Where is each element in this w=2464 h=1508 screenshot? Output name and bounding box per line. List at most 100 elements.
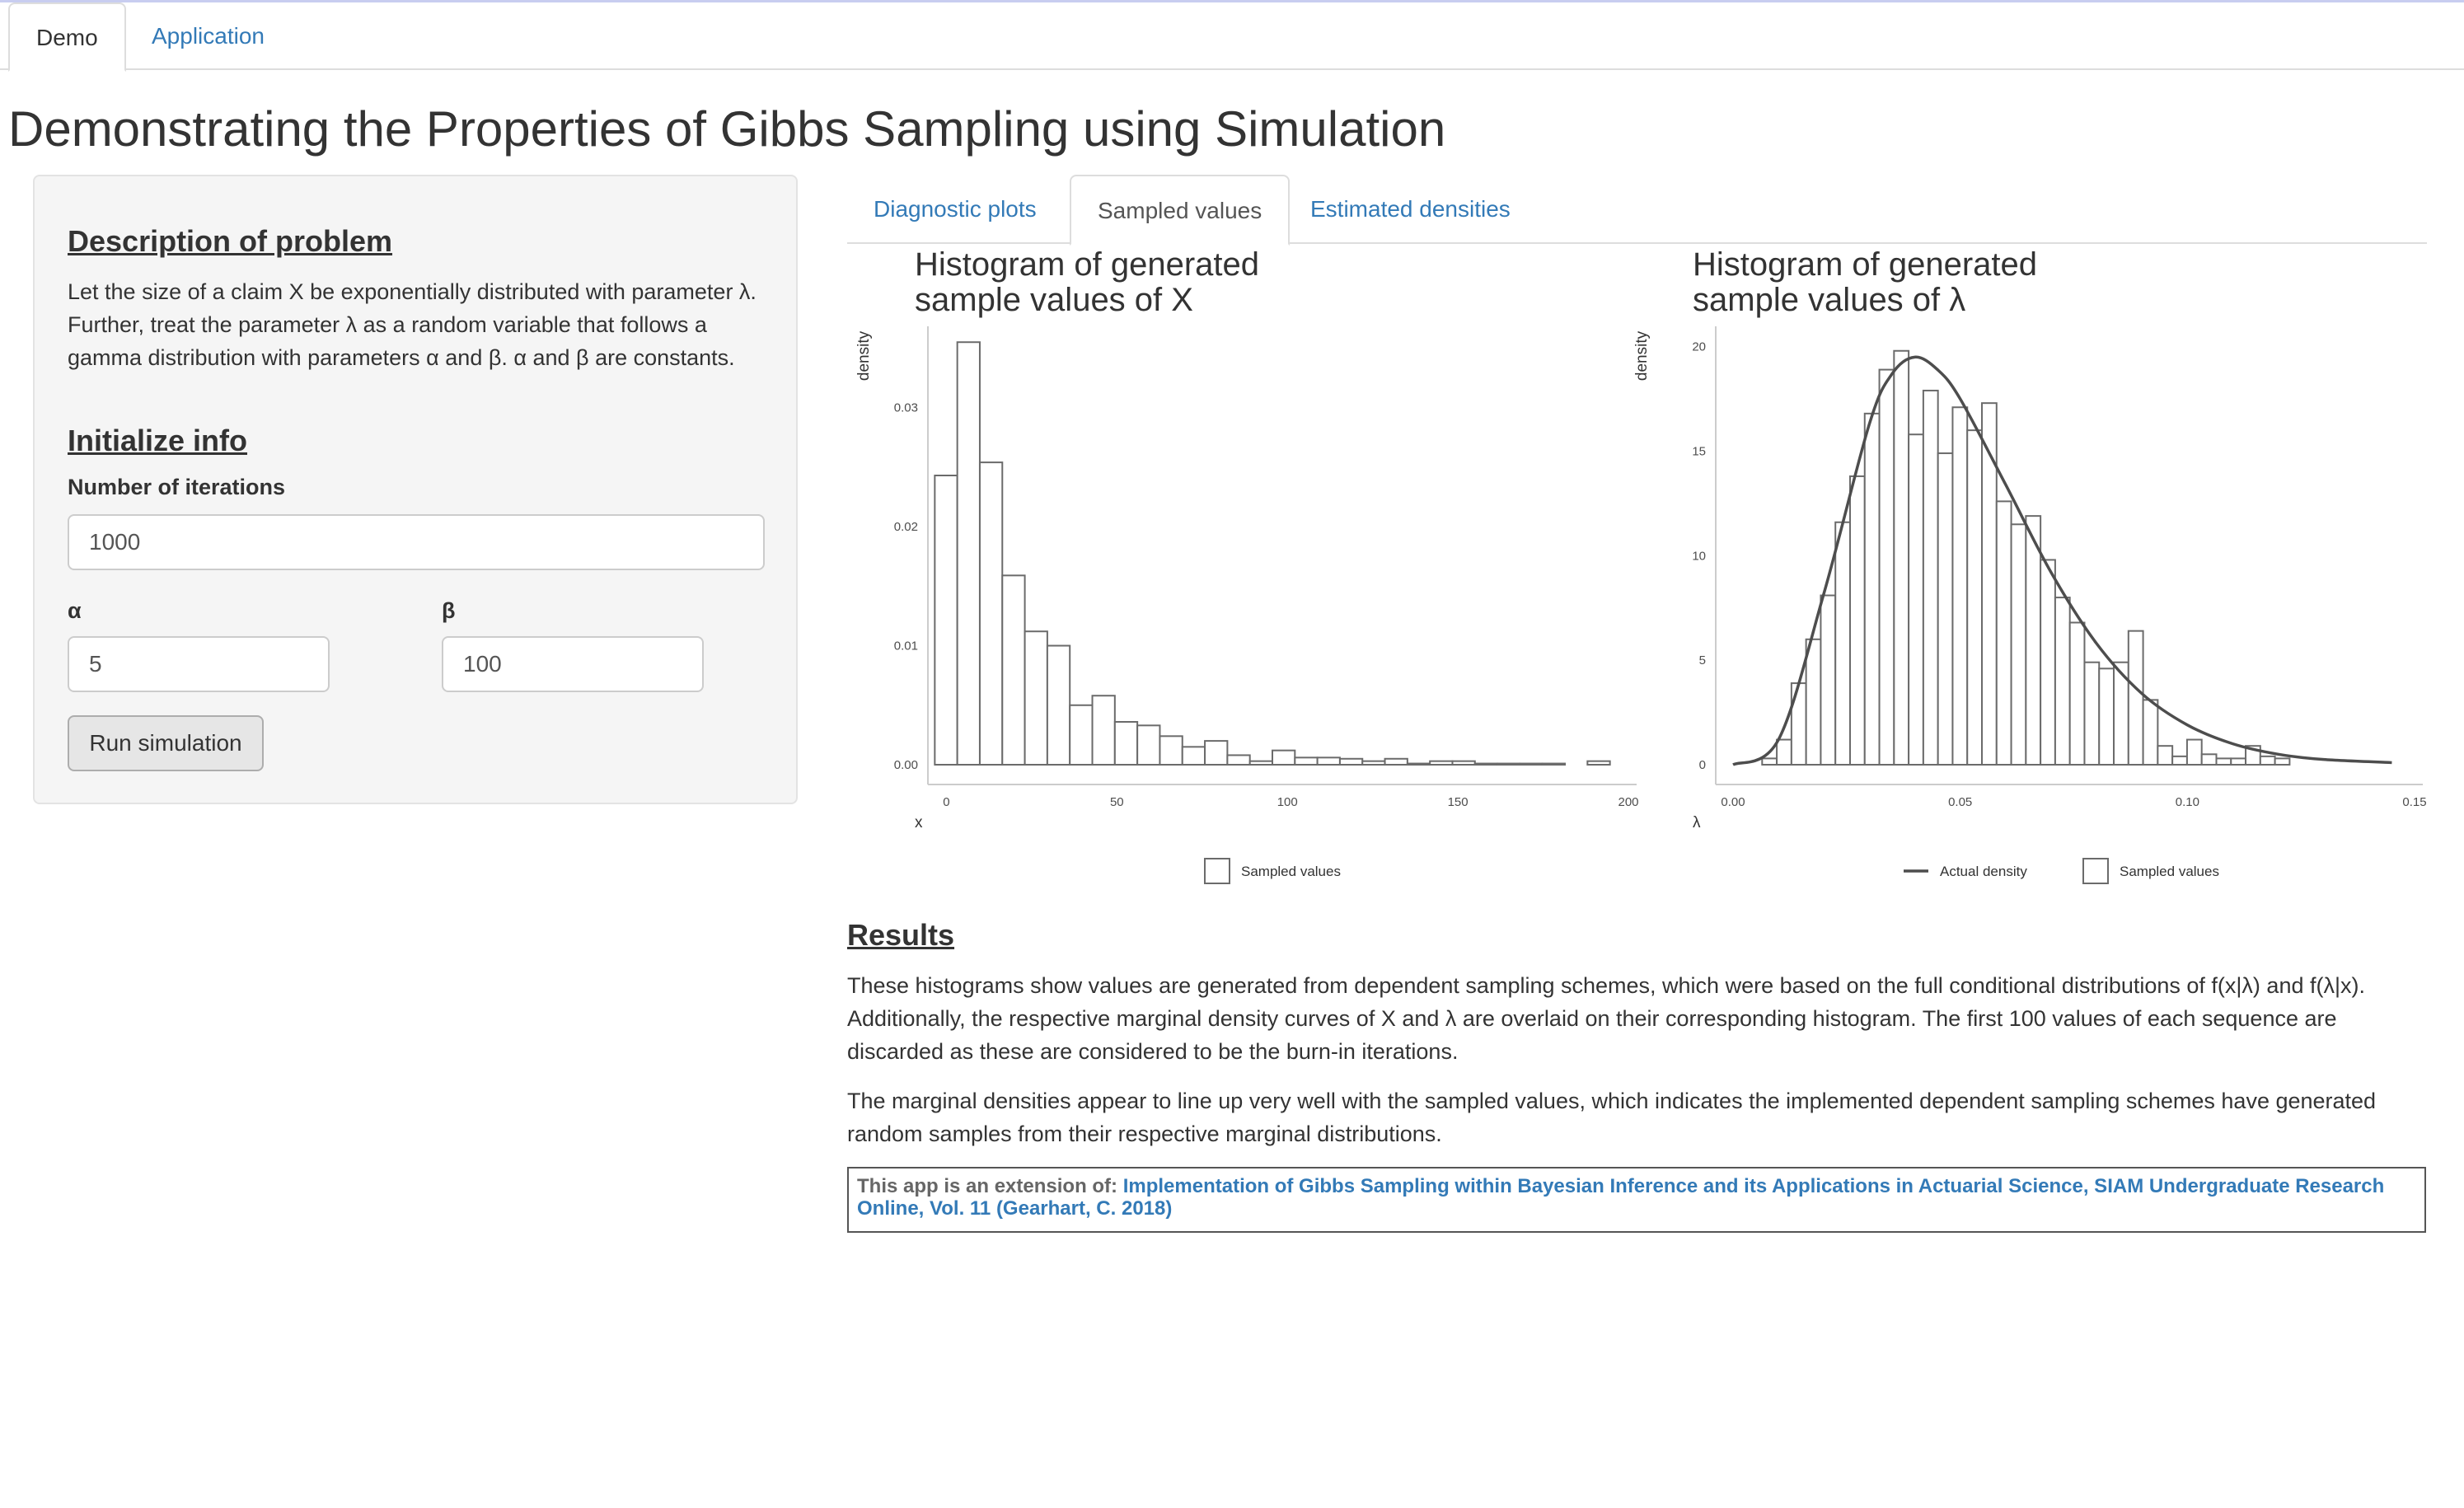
page-title: Demonstrating the Properties of Gibbs Sa… xyxy=(8,101,1446,157)
histogram-bar xyxy=(1406,762,1431,766)
histogram-bar xyxy=(1159,735,1183,766)
histogram-bar xyxy=(1024,630,1048,766)
histogram-bar xyxy=(1995,500,2012,766)
histogram-bar xyxy=(2185,738,2203,766)
alpha-input[interactable]: 5 xyxy=(68,636,330,692)
histogram-bar xyxy=(2098,667,2115,766)
init-heading: Initialize info xyxy=(68,424,248,457)
histogram-bar xyxy=(1908,433,1924,766)
x-tick-label: 0 xyxy=(943,795,949,809)
x-tick-label: 50 xyxy=(1110,795,1124,809)
histogram-bar xyxy=(1429,760,1454,766)
tab-application[interactable]: Application xyxy=(152,23,265,49)
histogram-bar xyxy=(1473,762,1499,766)
tab-estimated-densities[interactable]: Estimated densities xyxy=(1310,196,1511,222)
x-tick-label: 200 xyxy=(1618,795,1638,809)
y-tick-label: 20 xyxy=(1692,340,1706,354)
iterations-input[interactable]: 1000 xyxy=(68,514,765,570)
x-tick-label: 0.00 xyxy=(1721,795,1745,809)
histogram-bar xyxy=(956,341,981,766)
x-tick-label: 100 xyxy=(1277,795,1298,809)
histogram-bar xyxy=(1805,638,1822,766)
tab-diagnostic-plots[interactable]: Diagnostic plots xyxy=(874,196,1037,222)
y-tick-label: 0.00 xyxy=(894,758,918,772)
histogram-bar xyxy=(2259,755,2276,766)
histogram-bar xyxy=(1966,429,1984,766)
beta-input[interactable]: 100 xyxy=(442,636,704,692)
alpha-label: α xyxy=(68,598,82,623)
histogram-bar xyxy=(2215,757,2232,766)
histogram-bar xyxy=(1181,746,1206,766)
legend-label: Actual density xyxy=(1940,864,2027,879)
histogram-bar xyxy=(1497,762,1521,766)
histogram-bar xyxy=(1091,695,1116,766)
histogram-bar xyxy=(1951,406,1969,766)
legend-label: Sampled values xyxy=(2120,864,2219,879)
results-heading: Results xyxy=(847,918,955,952)
histogram-lambda-chart: Histogram of generated sample values of λ… xyxy=(1625,244,2433,895)
histogram-bar xyxy=(1878,368,1895,766)
histogram-bar xyxy=(1981,402,1998,766)
histogram-bar xyxy=(1848,475,1866,766)
histogram-bar xyxy=(2200,753,2218,766)
histogram-bar xyxy=(1820,594,1837,766)
actual-density-curve xyxy=(1732,355,2392,766)
histogram-bar xyxy=(1586,760,1611,766)
histogram-bar xyxy=(1922,389,1939,766)
description-heading: Description of problem xyxy=(68,224,393,258)
beta-label: β xyxy=(442,598,456,623)
y-axis-label: density xyxy=(855,330,873,381)
histogram-bar xyxy=(2025,515,2042,766)
x-tick-label: 0.05 xyxy=(1948,795,1972,809)
histogram-bar xyxy=(978,461,1004,766)
histogram-bar xyxy=(1361,760,1386,766)
chart-title-line: Histogram of generated xyxy=(1693,246,2037,283)
chart-title-line: Histogram of generated xyxy=(915,246,1259,283)
histogram-bar xyxy=(2040,559,2056,766)
y-axis-label: density xyxy=(1633,330,1651,381)
citation-link[interactable]: Implementation of Gibbs Sampling within … xyxy=(857,1175,2385,1220)
iterations-label: Number of iterations xyxy=(68,475,286,499)
histogram-bar xyxy=(1338,757,1364,766)
histogram-bar xyxy=(2083,661,2101,766)
histogram-bar xyxy=(2230,757,2247,766)
run-simulation-button[interactable]: Run simulation xyxy=(68,715,264,771)
citation-box: This app is an extension of: Implementat… xyxy=(847,1167,2426,1233)
histogram-bar xyxy=(1226,754,1251,766)
histogram-bar xyxy=(1893,349,1910,766)
histogram-bar xyxy=(2171,755,2188,766)
histogram-bar xyxy=(2054,597,2071,766)
y-tick-label: 0.03 xyxy=(894,401,918,415)
tab-demo[interactable]: Demo xyxy=(8,2,126,72)
histogram-bar xyxy=(934,475,958,766)
histogram-bar xyxy=(1937,452,1954,766)
histogram-bar xyxy=(2142,699,2159,766)
histogram-x-chart: Histogram of generated sample values of X… xyxy=(847,244,1655,895)
histogram-bar xyxy=(1294,756,1319,766)
sidebar-panel: Description of problem Let the size of a… xyxy=(33,175,798,804)
y-tick-label: 0.01 xyxy=(894,639,918,653)
x-tick-label: 150 xyxy=(1448,795,1469,809)
histogram-bar xyxy=(1001,574,1026,766)
chart-title-line: sample values of X xyxy=(915,282,1193,318)
results-paragraph-2: The marginal densities appear to line up… xyxy=(847,1089,2377,1146)
histogram-bar xyxy=(1113,721,1139,766)
tab-sampled-values[interactable]: Sampled values xyxy=(1070,175,1291,246)
legend-swatch-box xyxy=(1204,858,1230,884)
main-tabs: Diagnostic plots Sampled values Estimate… xyxy=(847,175,2427,246)
y-tick-label: 0.02 xyxy=(894,520,918,534)
histogram-bar xyxy=(1384,757,1408,766)
y-tick-label: 10 xyxy=(1692,549,1706,563)
top-accent-line xyxy=(0,0,2464,2)
histogram-bar xyxy=(2127,630,2144,766)
legend-swatch-box xyxy=(2082,858,2109,884)
histogram-bar xyxy=(2274,757,2291,766)
chart-title-line: sample values of λ xyxy=(1693,282,1965,318)
citation-prefix: This app is an extension of: xyxy=(857,1175,1123,1197)
histogram-bar xyxy=(2157,745,2174,766)
legend-label: Sampled values xyxy=(1241,864,1341,879)
histogram-bar xyxy=(1069,704,1094,766)
histogram-bar xyxy=(1272,749,1296,766)
